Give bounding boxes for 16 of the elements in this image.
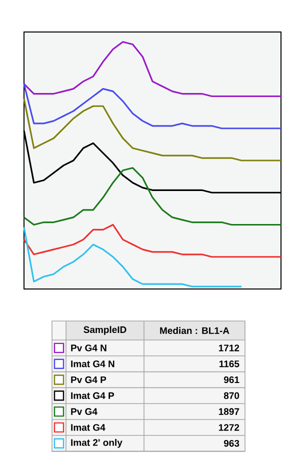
text: 1712 bbox=[218, 344, 240, 352]
legend-label: Imat G4 N bbox=[71, 360, 114, 368]
legend-label: Imat 2' only bbox=[71, 438, 122, 448]
legend-title: SampleID bbox=[84, 326, 126, 335]
legend-label: Pv G4 P bbox=[71, 376, 106, 384]
legend-label: Pv G4 N bbox=[71, 344, 106, 352]
text: 963 bbox=[224, 440, 240, 447]
legend-label: Imat G4 P bbox=[71, 392, 114, 400]
legend-label: Pv G4 bbox=[71, 408, 98, 415]
text: 961 bbox=[224, 376, 240, 384]
text: 1272 bbox=[218, 424, 240, 431]
text: Median : BL1-A bbox=[160, 327, 230, 334]
text: 1897 bbox=[218, 408, 240, 415]
text: 870 bbox=[224, 392, 240, 400]
legend-label: Imat G4 bbox=[71, 424, 106, 431]
text: 1165 bbox=[219, 360, 240, 368]
